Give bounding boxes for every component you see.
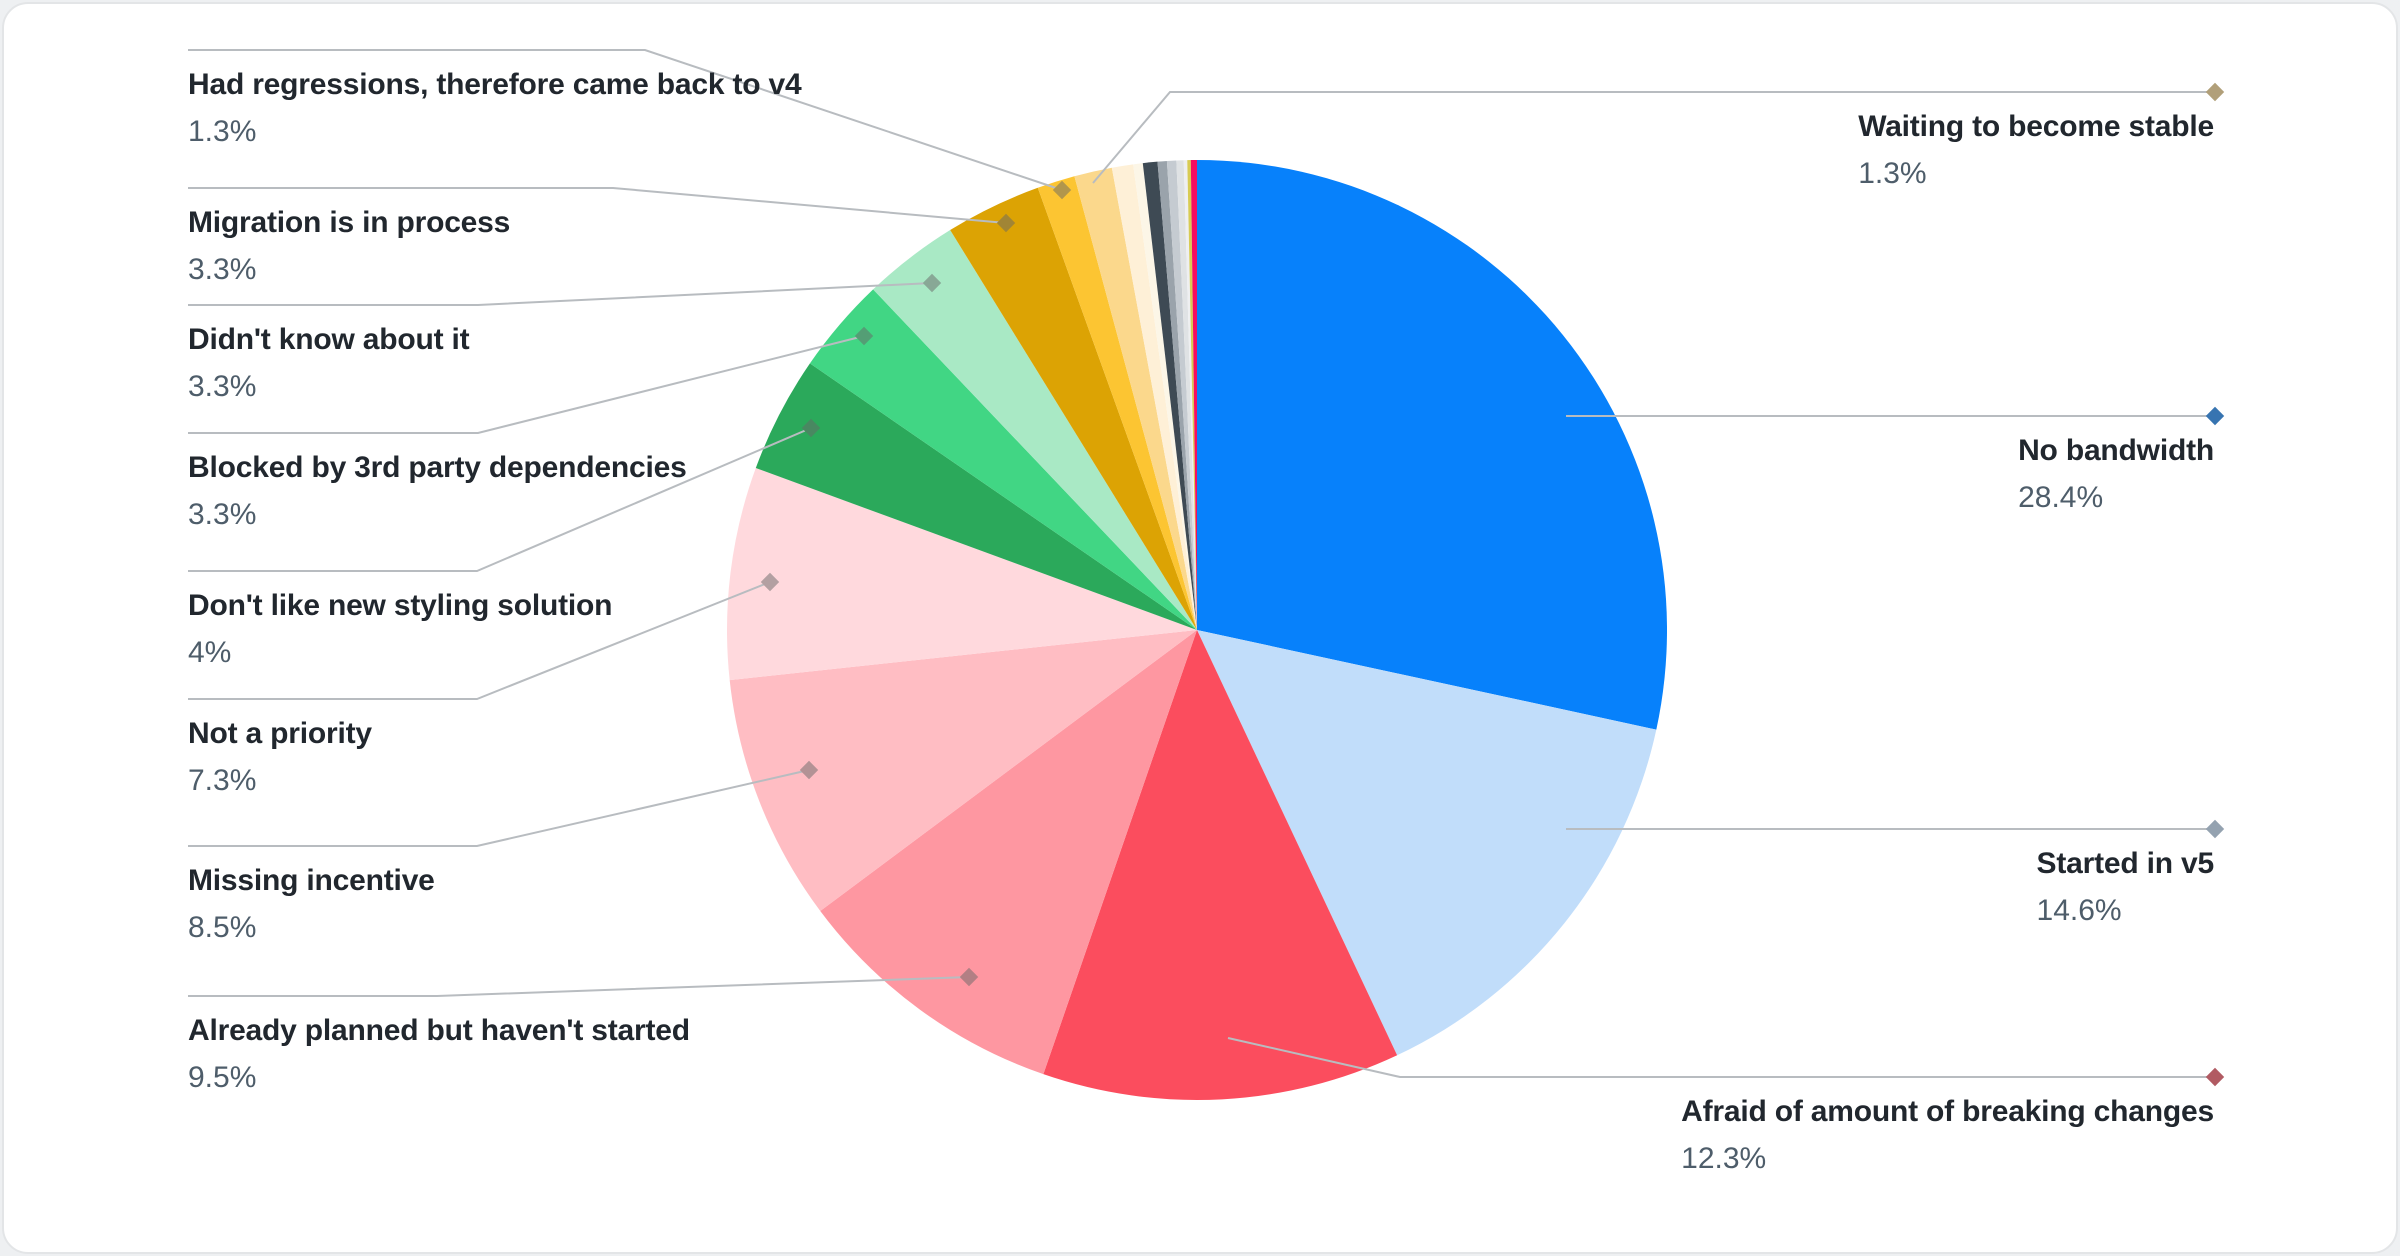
leader-line bbox=[188, 581, 771, 700]
leader-marker-diamond bbox=[1052, 180, 1072, 200]
leader-marker-diamond bbox=[959, 967, 979, 987]
pie-slice-already-planned-but-haven-t-started[interactable] bbox=[820, 630, 1197, 1075]
leader-line bbox=[188, 49, 1063, 191]
callout-not-a-priority: Not a priority 7.3% bbox=[188, 715, 372, 800]
slice-percent: 28.4% bbox=[2018, 481, 2104, 514]
pie-slice-unlabeled-13[interactable] bbox=[1133, 163, 1197, 630]
pie-slice-started-in-v5[interactable] bbox=[1197, 630, 1657, 1056]
slice-label: Afraid of amount of breaking changes bbox=[1681, 1095, 2214, 1128]
leader-marker-diamond bbox=[2205, 406, 2225, 426]
leader-line bbox=[188, 282, 933, 306]
callout-started-in-v5: Started in v5 14.6% bbox=[2036, 845, 2215, 930]
slice-percent: 4% bbox=[188, 636, 232, 669]
leader-marker-diamond bbox=[854, 326, 874, 346]
slice-label: Waiting to become stable bbox=[1858, 110, 2214, 143]
callout-dont-like-styling: Don't like new styling solution 4% bbox=[188, 587, 612, 672]
callout-no-bandwidth: No bandwidth 28.4% bbox=[2018, 432, 2214, 517]
leader-line bbox=[1092, 91, 2215, 184]
pie-slice-unlabeled-19[interactable] bbox=[1187, 160, 1197, 631]
pie-slice-no-bandwidth[interactable] bbox=[1197, 160, 1668, 730]
callout-missing-incentive: Missing incentive 8.5% bbox=[188, 862, 435, 947]
slice-label: Blocked by 3rd party dependencies bbox=[188, 451, 687, 484]
slice-percent: 9.5% bbox=[188, 1061, 257, 1094]
slice-percent: 7.3% bbox=[188, 764, 257, 797]
pie-slice-didn-t-know-about-it[interactable] bbox=[873, 230, 1197, 630]
slice-percent: 3.3% bbox=[188, 498, 257, 531]
leader-line bbox=[188, 976, 970, 997]
slice-percent: 14.6% bbox=[2036, 894, 2122, 927]
pie-slice-don-t-like-new-styling-solution[interactable] bbox=[755, 363, 1197, 630]
slice-label: Had regressions, therefore came back to … bbox=[188, 68, 802, 101]
callout-had-regressions: Had regressions, therefore came back to … bbox=[188, 66, 802, 151]
leader-line bbox=[188, 335, 865, 434]
leader-marker-diamond bbox=[2205, 1067, 2225, 1087]
leader-marker-diamond bbox=[922, 273, 942, 293]
leader-marker-diamond bbox=[801, 418, 821, 438]
leader-marker-diamond bbox=[760, 572, 780, 592]
slice-label: Don't like new styling solution bbox=[188, 589, 613, 622]
slice-label: Missing incentive bbox=[188, 864, 435, 897]
pie-slice-unlabeled-20[interactable] bbox=[1190, 159, 1197, 630]
leader-lines bbox=[188, 49, 2215, 1078]
pie-slice-waiting-to-become-stable[interactable] bbox=[1074, 167, 1197, 630]
pie-slice-not-a-priority[interactable] bbox=[727, 468, 1197, 681]
pie-slice-migration-is-in-process[interactable] bbox=[950, 187, 1197, 631]
callout-afraid-breaking-changes: Afraid of amount of breaking changes 12.… bbox=[1681, 1093, 2214, 1178]
leader-line bbox=[1227, 1037, 2215, 1078]
callout-already-planned: Already planned but haven't started 9.5% bbox=[188, 1012, 690, 1097]
slice-label: No bandwidth bbox=[2018, 434, 2214, 467]
leader-line bbox=[188, 769, 810, 847]
pie-slice-unlabeled-15[interactable] bbox=[1157, 160, 1197, 630]
leader-marker-diamond bbox=[2205, 819, 2225, 839]
pie-slice-unlabeled-16[interactable] bbox=[1166, 160, 1197, 630]
slice-percent: 8.5% bbox=[188, 911, 257, 944]
pie-slice-unlabeled-17[interactable] bbox=[1176, 160, 1197, 630]
callout-waiting-stable: Waiting to become stable 1.3% bbox=[1858, 108, 2214, 193]
pie-slice-had-regressions-therefore-came-back-to-v4[interactable] bbox=[1037, 176, 1197, 630]
pie-slice-unlabeled-18[interactable] bbox=[1183, 160, 1197, 630]
slice-label: Already planned but haven't started bbox=[188, 1014, 690, 1047]
slice-label: Migration is in process bbox=[188, 206, 511, 239]
leader-line bbox=[188, 427, 812, 572]
leader-marker-diamond bbox=[996, 213, 1016, 233]
leader-line bbox=[188, 187, 1007, 224]
leader-marker-diamond bbox=[799, 760, 819, 780]
pie-slice-unlabeled-12[interactable] bbox=[1111, 164, 1197, 631]
pie-slice-missing-incentive[interactable] bbox=[729, 630, 1197, 912]
callout-blocked-by-3rd-party: Blocked by 3rd party dependencies 3.3% bbox=[188, 449, 687, 534]
slice-label: Not a priority bbox=[188, 717, 372, 750]
pie-slice-unlabeled-14[interactable] bbox=[1142, 161, 1197, 630]
slice-percent: 12.3% bbox=[1681, 1142, 1767, 1175]
slice-percent: 3.3% bbox=[188, 370, 257, 403]
callout-didnt-know: Didn't know about it 3.3% bbox=[188, 321, 470, 406]
leader-markers bbox=[760, 82, 2225, 1087]
slice-percent: 1.3% bbox=[1858, 157, 1927, 190]
callout-migration-in-process: Migration is in process 3.3% bbox=[188, 204, 510, 289]
leader-marker-diamond bbox=[2205, 82, 2225, 102]
pie-slice-blocked-by-3rd-party-dependencies[interactable] bbox=[809, 289, 1197, 630]
slice-percent: 1.3% bbox=[188, 115, 257, 148]
slice-percent: 3.3% bbox=[188, 253, 257, 286]
pie-slice-afraid-of-amount-of-breaking-changes[interactable] bbox=[1043, 630, 1398, 1101]
pie bbox=[727, 159, 1668, 1101]
slice-label: Didn't know about it bbox=[188, 323, 470, 356]
slice-label: Started in v5 bbox=[2036, 847, 2215, 880]
